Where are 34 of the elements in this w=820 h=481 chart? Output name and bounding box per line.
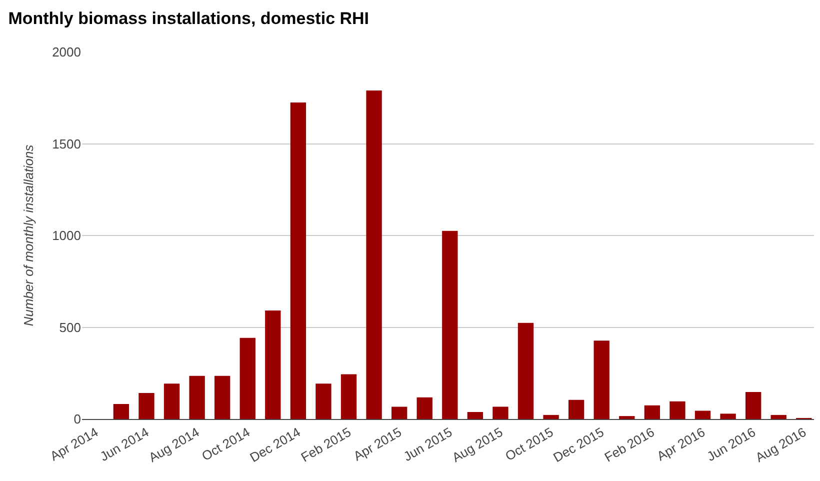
bar bbox=[492, 406, 508, 419]
bar bbox=[518, 322, 534, 419]
bar bbox=[745, 392, 762, 419]
bar bbox=[543, 414, 559, 419]
bar bbox=[316, 384, 332, 419]
bar bbox=[340, 374, 357, 419]
bar bbox=[670, 401, 686, 419]
bar bbox=[644, 405, 660, 419]
bar bbox=[442, 230, 458, 419]
bar bbox=[568, 400, 584, 419]
bar bbox=[391, 406, 408, 419]
chart-title: Monthly biomass installations, domestic RHI bbox=[8, 8, 370, 28]
bar bbox=[214, 376, 230, 419]
y-tick-label: 1000 bbox=[52, 228, 81, 244]
bar bbox=[138, 392, 154, 419]
bar bbox=[694, 410, 711, 419]
y-tick-label: 1500 bbox=[52, 136, 81, 152]
bar bbox=[189, 376, 205, 419]
bar bbox=[416, 397, 432, 419]
y-tick-label: 0 bbox=[74, 412, 81, 427]
bar bbox=[366, 90, 382, 419]
bar bbox=[240, 338, 256, 419]
bar bbox=[720, 414, 736, 419]
bar bbox=[113, 404, 130, 419]
bar bbox=[467, 412, 484, 419]
y-axis-title: Number of monthly installations bbox=[21, 144, 36, 326]
bar bbox=[770, 414, 786, 419]
bar bbox=[265, 310, 281, 419]
bar bbox=[594, 340, 610, 419]
bar bbox=[290, 102, 306, 419]
y-tick-label: 500 bbox=[59, 320, 81, 335]
y-tick-label: 2000 bbox=[52, 44, 81, 60]
bar bbox=[164, 384, 180, 419]
bar bbox=[619, 416, 635, 419]
